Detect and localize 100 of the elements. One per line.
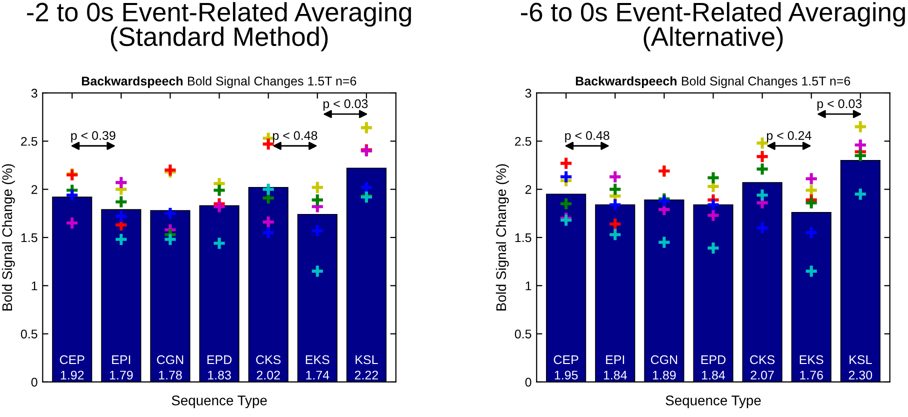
point <box>804 196 818 210</box>
point <box>706 240 720 256</box>
y-tick-label: 1.5 <box>21 233 38 242</box>
point <box>706 170 720 185</box>
annotation: p < 0.24 <box>766 131 812 142</box>
y-axis-title: Bold Signal Change (%) <box>2 164 15 310</box>
chart-subtitle: Backwardspeech Bold Signal Changes 1.5T n=6 <box>576 76 850 88</box>
point <box>114 175 128 190</box>
category-label: CGN <box>650 355 678 364</box>
point <box>114 232 128 246</box>
y-tick-label: 1 <box>32 282 38 290</box>
point <box>804 226 818 240</box>
point <box>853 120 868 134</box>
point <box>804 172 818 186</box>
point <box>853 148 868 163</box>
annotation: p < 0.03 <box>817 99 862 111</box>
annotation: p < 0.48 <box>273 131 318 142</box>
data-label: 1.95 <box>554 370 578 380</box>
category-label: CEP <box>60 355 84 364</box>
annotation: p < 0.39 <box>71 131 116 142</box>
category-label: KSL <box>356 355 378 364</box>
y-tick-label: 2.5 <box>515 136 532 146</box>
x-axis-title: Sequence Type <box>172 396 267 408</box>
point <box>114 209 128 224</box>
y-tick-label: 3 <box>525 88 532 98</box>
data-label: 1.92 <box>60 370 84 380</box>
point <box>261 214 276 230</box>
x-axis-title: Sequence Type <box>666 396 761 408</box>
data-label: 2.07 <box>750 370 774 380</box>
point <box>755 149 770 164</box>
point <box>608 228 622 242</box>
y-tick-label: 1.5 <box>515 233 532 242</box>
point <box>310 180 324 194</box>
category-label: CEP <box>554 355 578 364</box>
point <box>608 198 622 212</box>
category-label: CKS <box>750 355 775 364</box>
category-label: CKS <box>256 355 281 364</box>
chart-subtitle: Backwardspeech Bold Signal Changes 1.5T n=6 <box>82 76 356 88</box>
point <box>755 188 770 202</box>
point <box>558 196 574 211</box>
chart-title: -6 to 0s Event-Related Averaging (Alternative) <box>521 2 905 52</box>
point <box>65 188 80 202</box>
point <box>212 183 226 198</box>
data-label: 1.84 <box>604 370 627 380</box>
category-label: EKS <box>306 355 330 364</box>
point <box>755 220 770 235</box>
category-label: CGN <box>156 355 184 364</box>
point <box>163 206 178 220</box>
category-label: EPD <box>207 355 232 364</box>
data-label: 2.22 <box>354 370 378 380</box>
category-label: EPI <box>112 355 130 364</box>
y-tick-label: 0 <box>31 378 38 387</box>
point <box>608 182 622 196</box>
category-label: KSL <box>850 355 872 364</box>
data-label: 1.79 <box>110 370 133 380</box>
point <box>310 264 324 278</box>
point <box>608 170 622 184</box>
y-tick-label: 0 <box>525 378 532 387</box>
point <box>163 232 178 246</box>
category-label: EPD <box>701 355 726 364</box>
point <box>359 120 374 135</box>
point <box>114 194 128 209</box>
data-label: 1.89 <box>652 370 676 380</box>
y-tick-label: 1 <box>526 282 532 290</box>
data-label: 1.78 <box>159 370 182 380</box>
point <box>212 200 226 214</box>
point <box>706 198 720 212</box>
data-label: 1.74 <box>306 370 330 380</box>
annotation: p < 0.03 <box>323 99 368 111</box>
point <box>755 162 770 176</box>
point <box>310 192 324 207</box>
point <box>212 236 226 250</box>
y-tick-label: 3 <box>31 88 38 98</box>
point <box>261 182 276 196</box>
y-axis-title: Bold Signal Change (%) <box>496 164 509 310</box>
y-tick-label: 0.5 <box>20 330 38 338</box>
point <box>853 138 868 152</box>
point <box>853 187 868 202</box>
annotation: p < 0.48 <box>565 131 610 142</box>
data-label: 1.84 <box>702 370 726 380</box>
point <box>706 208 720 222</box>
point <box>657 235 672 250</box>
point <box>804 264 818 278</box>
y-tick-label: 0.5 <box>514 330 532 338</box>
point <box>261 226 276 240</box>
data-label: 2.30 <box>848 370 872 380</box>
category-label: EPI <box>606 355 624 364</box>
data-label: 1.83 <box>208 370 231 380</box>
point <box>65 216 80 230</box>
y-tick-label: 2 <box>31 185 38 194</box>
chart-title: -2 to 0s Event-Related Averaging (Standard Method) <box>27 2 411 52</box>
data-label: 1.76 <box>800 370 823 380</box>
point <box>558 170 574 184</box>
y-tick-label: 2.5 <box>21 136 38 146</box>
data-label: 2.02 <box>256 370 280 380</box>
y-tick-label: 2 <box>525 185 532 194</box>
point <box>608 216 622 232</box>
point <box>310 224 324 238</box>
category-label: EKS <box>800 355 824 364</box>
point <box>558 156 574 170</box>
